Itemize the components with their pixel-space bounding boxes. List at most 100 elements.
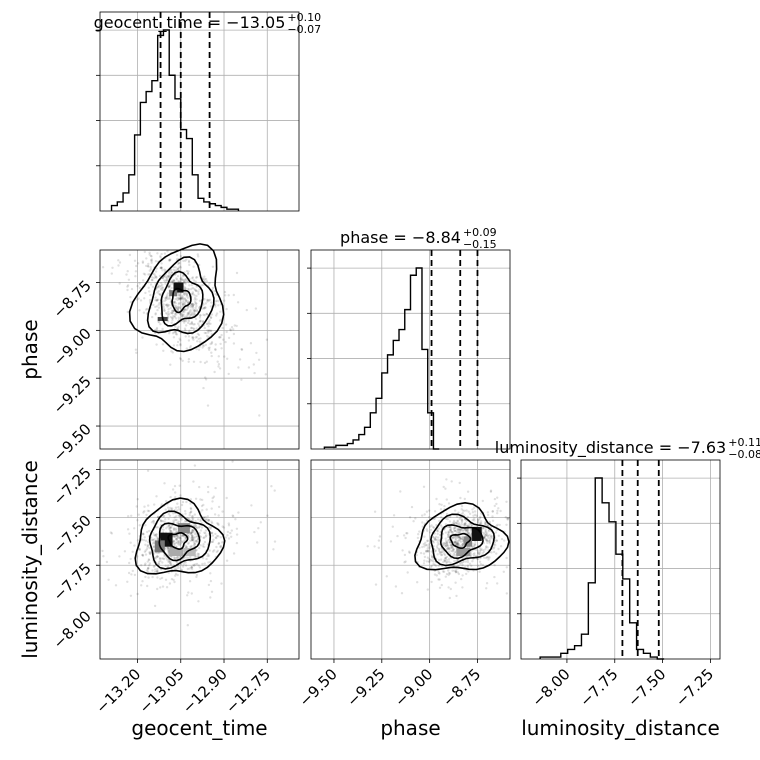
- sample-point: [166, 303, 169, 306]
- sample-point: [161, 327, 164, 331]
- sample-point: [110, 532, 114, 535]
- sample-point: [183, 327, 187, 330]
- sample-point: [422, 552, 426, 555]
- sample-point: [457, 528, 460, 531]
- sample-point: [169, 563, 173, 567]
- sample-point: [402, 534, 406, 537]
- sample-point: [151, 575, 154, 579]
- sample-point: [442, 570, 446, 573]
- sample-point: [168, 258, 171, 262]
- sample-point: [204, 302, 207, 305]
- sample-point: [452, 527, 455, 530]
- sample-point: [156, 538, 160, 541]
- sample-point: [154, 299, 157, 302]
- sample-point: [208, 282, 211, 285]
- sample-point: [229, 328, 232, 331]
- sample-point: [158, 292, 161, 296]
- sample-point: [464, 560, 467, 563]
- sample-point: [126, 580, 129, 583]
- sample-point: [447, 586, 450, 589]
- sample-point: [197, 600, 200, 603]
- sample-point: [188, 567, 191, 570]
- sample-point: [190, 320, 194, 324]
- sample-point: [210, 342, 213, 345]
- sample-point: [196, 310, 199, 313]
- sample-point: [272, 548, 275, 551]
- sample-point: [135, 505, 138, 508]
- sample-point: [170, 507, 174, 510]
- sample-point: [224, 340, 227, 344]
- sample-point: [129, 541, 132, 544]
- sample-point: [194, 300, 197, 304]
- sample-point: [161, 561, 164, 564]
- sample-point: [176, 534, 179, 538]
- sample-point: [435, 523, 438, 527]
- x-tick-label: −12.75: [222, 665, 274, 717]
- sample-point: [186, 287, 190, 291]
- sample-point: [188, 263, 191, 267]
- sample-point: [506, 518, 509, 521]
- panel-luminosity_distance-luminosity_distance: [517, 459, 721, 660]
- sample-point: [496, 509, 499, 512]
- sample-point: [444, 537, 447, 540]
- sample-point: [211, 550, 215, 553]
- sample-point: [167, 512, 170, 516]
- sample-point: [453, 541, 457, 544]
- sample-point: [185, 545, 189, 549]
- sample-point: [204, 343, 207, 347]
- sample-point: [144, 553, 148, 556]
- sample-point: [166, 278, 169, 281]
- sample-point: [229, 531, 232, 535]
- sample-point: [195, 562, 199, 566]
- sample-point: [206, 322, 209, 325]
- sample-point: [435, 545, 439, 548]
- sample-point: [176, 257, 179, 261]
- sample-point: [178, 265, 181, 268]
- sample-point: [484, 521, 487, 524]
- sample-point: [462, 523, 465, 526]
- sample-point: [192, 303, 195, 306]
- density-cell-3: [169, 548, 184, 557]
- sample-point: [474, 513, 477, 516]
- sample-point: [130, 573, 133, 576]
- sample-point: [195, 540, 199, 544]
- sample-point: [190, 565, 194, 569]
- sample-point: [250, 504, 253, 507]
- sample-point: [147, 504, 150, 507]
- sample-point: [208, 346, 211, 349]
- sample-point: [179, 494, 182, 497]
- sample-point: [156, 298, 159, 301]
- sample-point: [176, 573, 179, 577]
- sample-point: [198, 340, 201, 343]
- sample-point: [211, 534, 215, 537]
- sample-point: [252, 363, 255, 366]
- sample-point: [461, 509, 465, 512]
- sample-point: [378, 535, 382, 538]
- sample-point: [154, 312, 157, 315]
- sample-point: [433, 573, 437, 576]
- sample-point: [214, 536, 217, 539]
- sample-point: [226, 534, 229, 537]
- sample-point: [177, 543, 180, 546]
- sample-point: [448, 550, 451, 554]
- sample-point: [155, 305, 159, 308]
- sample-point: [166, 250, 169, 253]
- sample-point: [373, 510, 377, 513]
- sample-point: [221, 326, 224, 330]
- sample-point: [477, 551, 480, 555]
- sample-point: [153, 273, 156, 276]
- sample-point: [175, 509, 179, 512]
- sample-point: [141, 261, 145, 264]
- sample-point: [150, 278, 154, 282]
- sample-point: [463, 524, 466, 528]
- sample-point: [485, 556, 488, 560]
- sample-point: [167, 308, 170, 311]
- sample-point: [481, 563, 485, 567]
- sample-point: [165, 295, 168, 299]
- sample-point: [450, 549, 453, 552]
- sample-point: [206, 329, 209, 332]
- panel-frame: [99, 11, 300, 212]
- sample-point: [163, 252, 167, 255]
- sample-point: [461, 542, 465, 546]
- sample-point: [199, 314, 202, 317]
